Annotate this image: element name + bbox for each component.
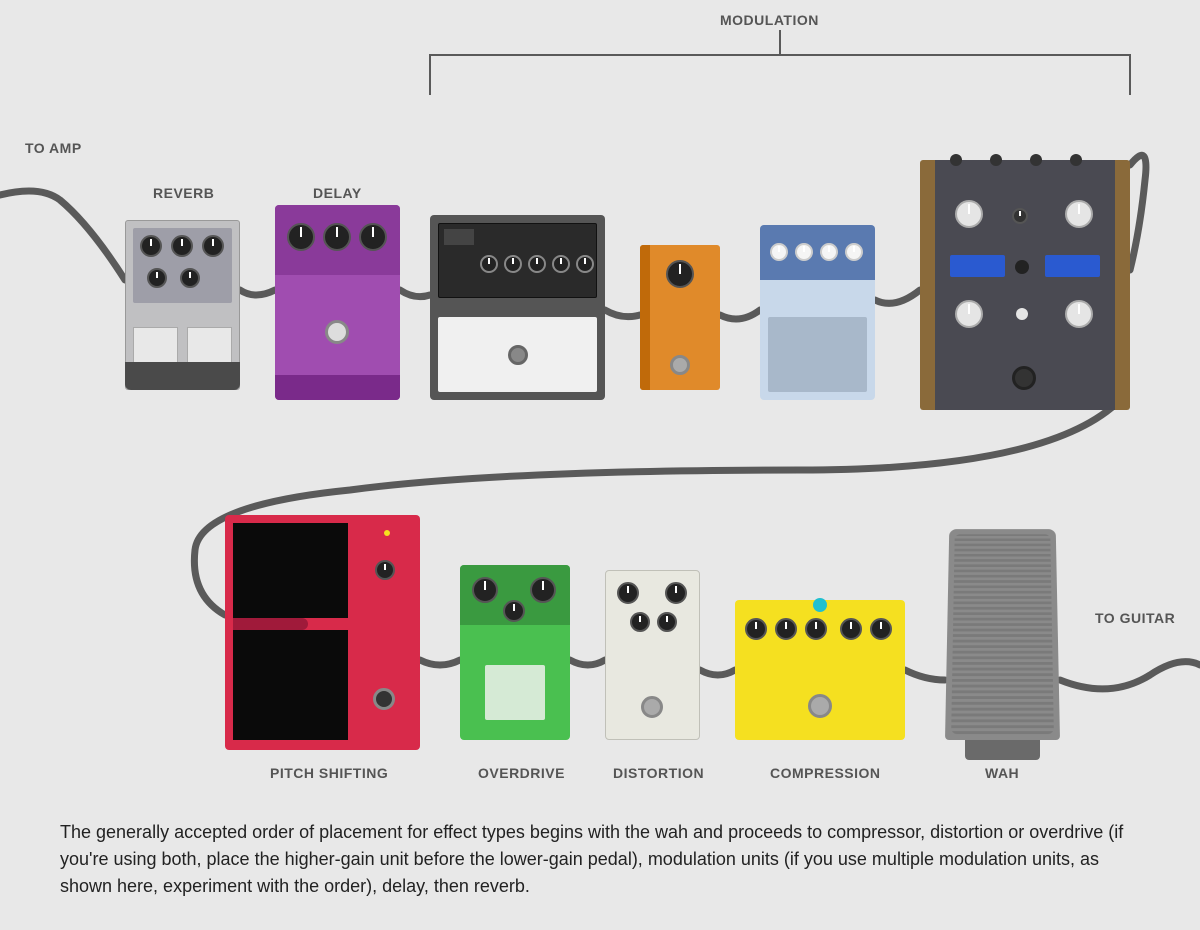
- distortion-label: DISTORTION: [613, 765, 704, 781]
- modulation-phaser-pedal: [640, 245, 720, 390]
- overdrive-label: OVERDRIVE: [478, 765, 565, 781]
- overdrive-pedal: [460, 565, 570, 740]
- modulation-univibe-pedal: [430, 215, 605, 400]
- reverb-pedal: [125, 220, 240, 390]
- caption-text: The generally accepted order of placemen…: [60, 819, 1140, 900]
- wah-label: WAH: [985, 765, 1019, 781]
- to-guitar-label: TO GUITAR: [1095, 610, 1175, 626]
- compression-label: COMPRESSION: [770, 765, 881, 781]
- delay-pedal: [275, 205, 400, 400]
- modulation-label: MODULATION: [720, 12, 819, 28]
- reverb-label: REVERB: [153, 185, 214, 201]
- pitch-shifting-label: PITCH SHIFTING: [270, 765, 388, 781]
- modulation-digital-pedal: [920, 160, 1130, 410]
- modulation-chorus-pedal: [760, 225, 875, 400]
- to-amp-label: TO AMP: [25, 140, 82, 156]
- cable-layer: [0, 0, 1200, 930]
- distortion-pedal: [605, 570, 700, 740]
- pitch-shift-pedal: [225, 515, 420, 750]
- compression-pedal: [735, 600, 905, 740]
- wah-pedal: [945, 510, 1060, 760]
- delay-label: DELAY: [313, 185, 362, 201]
